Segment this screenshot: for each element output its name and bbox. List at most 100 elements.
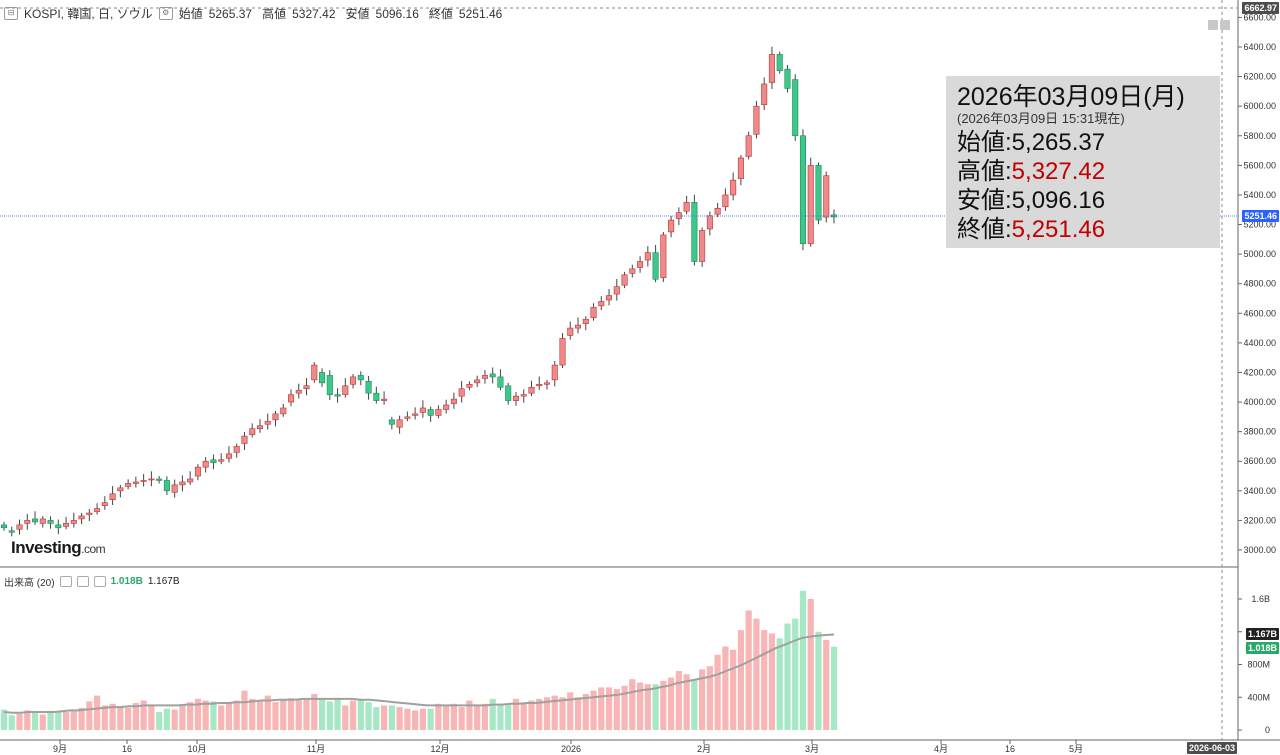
- candle: [528, 380, 535, 397]
- price-tick-label: 5200.00: [1243, 220, 1276, 230]
- candle-body: [443, 404, 450, 410]
- candle: [342, 378, 349, 398]
- settings-icon[interactable]: ⚙: [158, 7, 173, 20]
- candle: [78, 513, 85, 525]
- volume-bar: [342, 705, 349, 730]
- candle: [24, 513, 31, 530]
- price-tick-label: 5400.00: [1243, 190, 1276, 200]
- volume-bar: [86, 701, 93, 730]
- candle-body: [8, 530, 15, 533]
- candle: [575, 317, 582, 334]
- volume-bar: [39, 714, 46, 730]
- candle: [427, 406, 434, 422]
- candle: [311, 362, 318, 383]
- candle: [567, 321, 574, 340]
- candle: [16, 519, 23, 535]
- candle: [474, 375, 481, 387]
- info-open-row: 始値:5,265.37: [957, 129, 1106, 156]
- volume-bar: [551, 695, 558, 730]
- time-tick-label: 11月: [307, 744, 325, 754]
- price-tick-label: 4000.00: [1243, 397, 1276, 407]
- pane-down-icon[interactable]: [1220, 20, 1230, 30]
- candle-body: [342, 385, 349, 395]
- candle-body: [815, 165, 822, 221]
- volume-bar: [435, 703, 442, 730]
- candle-body: [55, 524, 62, 529]
- candle: [256, 419, 263, 433]
- candle-body: [745, 135, 752, 157]
- volume-close-icon[interactable]: [93, 576, 106, 587]
- volume-bar: [334, 699, 341, 730]
- price-tick-label: 5000.00: [1243, 249, 1276, 259]
- candle: [768, 46, 775, 90]
- volume-bar: [520, 703, 527, 730]
- volume-bar: [295, 698, 302, 730]
- price-tick-label: 6200.00: [1243, 72, 1276, 82]
- candle: [194, 464, 201, 481]
- volume-label[interactable]: 出来高 (20): [4, 578, 55, 589]
- candle: [714, 202, 721, 218]
- volume-hide-icon[interactable]: [76, 576, 89, 587]
- candle-body: [303, 385, 310, 390]
- candle: [233, 443, 240, 458]
- volume-bar: [249, 698, 256, 730]
- volume-bar: [132, 702, 139, 730]
- candle: [295, 383, 302, 399]
- volume-bar: [326, 701, 333, 730]
- candle-body: [481, 375, 488, 379]
- candle-body: [280, 407, 287, 415]
- candle: [218, 453, 225, 465]
- volume-bar: [396, 707, 403, 730]
- candle: [39, 515, 46, 528]
- volume-bar: [590, 690, 597, 730]
- candle-body: [652, 252, 659, 280]
- volume-bar: [419, 708, 426, 730]
- candle-body: [202, 460, 209, 468]
- pane-up-icon[interactable]: [1208, 20, 1218, 30]
- price-tick-label: 4800.00: [1243, 279, 1276, 289]
- info-high-row: 高値:5,327.42: [957, 158, 1106, 185]
- volume-bar: [225, 702, 233, 730]
- volume-bar: [272, 702, 279, 730]
- volume-ma-tag: 1.167B: [1245, 628, 1279, 640]
- volume-bar: [753, 618, 760, 730]
- candle-body: [256, 425, 263, 429]
- candle: [419, 400, 426, 418]
- volume-bar: [0, 709, 8, 730]
- candle-body: [536, 384, 543, 387]
- volume-bar: [807, 599, 814, 730]
- volume-bar: [582, 693, 589, 730]
- candle: [326, 370, 333, 400]
- candle: [505, 382, 512, 405]
- volume-bar: [458, 707, 465, 730]
- candle: [132, 476, 139, 488]
- candle: [0, 521, 8, 531]
- volume-bar: [699, 669, 706, 730]
- volume-bar: [691, 679, 698, 730]
- candle-body: [660, 234, 667, 279]
- candle-body: [505, 385, 512, 401]
- info-close-row: 終値:5,251.46: [957, 216, 1106, 243]
- candle: [559, 333, 566, 369]
- time-axis: 9月 16 10月 11月 12月 2026 2月 3月 4月 16 5月: [53, 740, 1083, 754]
- pane-tools: [1208, 20, 1230, 30]
- volume-bar: [171, 709, 178, 730]
- volume-bar: [559, 697, 566, 730]
- volume-bar: [210, 701, 217, 730]
- volume-bar: [388, 705, 395, 730]
- volume-bar: [194, 698, 202, 730]
- candle: [63, 516, 70, 530]
- time-tick-label: 2月: [697, 744, 711, 754]
- candle-body: [187, 478, 194, 483]
- chart-header: ⊟ KOSPI, 韓国, 日, ソウル ⚙ 始値 5265.37 高値 5327.4…: [4, 5, 506, 22]
- collapse-icon[interactable]: ⊟: [4, 7, 18, 20]
- time-tick-label: 9月: [53, 744, 67, 754]
- price-tick-label: 6600.00: [1243, 12, 1276, 22]
- volume-bar: [412, 710, 419, 730]
- volume-bar: [799, 590, 807, 730]
- candle: [722, 188, 729, 211]
- volume-settings-icon[interactable]: [59, 576, 72, 587]
- price-tick-label: 3200.00: [1243, 515, 1276, 525]
- symbol-label[interactable]: KOSPI, 韓国, 日, ソウル: [24, 7, 153, 21]
